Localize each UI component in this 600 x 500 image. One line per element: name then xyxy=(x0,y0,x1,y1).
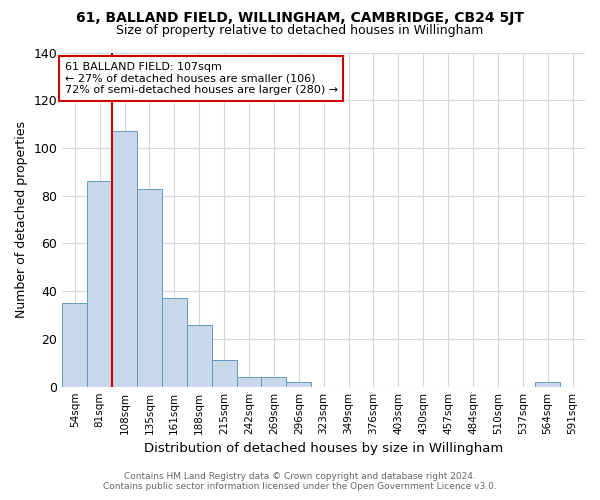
X-axis label: Distribution of detached houses by size in Willingham: Distribution of detached houses by size … xyxy=(144,442,503,455)
Text: Contains HM Land Registry data © Crown copyright and database right 2024.
Contai: Contains HM Land Registry data © Crown c… xyxy=(103,472,497,491)
Bar xyxy=(286,382,311,386)
Bar xyxy=(212,360,236,386)
Text: 61, BALLAND FIELD, WILLINGHAM, CAMBRIDGE, CB24 5JT: 61, BALLAND FIELD, WILLINGHAM, CAMBRIDGE… xyxy=(76,11,524,25)
Text: Size of property relative to detached houses in Willingham: Size of property relative to detached ho… xyxy=(116,24,484,37)
Y-axis label: Number of detached properties: Number of detached properties xyxy=(15,121,28,318)
Bar xyxy=(112,132,137,386)
Bar xyxy=(262,377,286,386)
Bar xyxy=(62,303,87,386)
Bar xyxy=(236,377,262,386)
Bar xyxy=(187,324,212,386)
Bar xyxy=(87,182,112,386)
Bar xyxy=(137,188,162,386)
Bar xyxy=(162,298,187,386)
Bar xyxy=(535,382,560,386)
Text: 61 BALLAND FIELD: 107sqm
← 27% of detached houses are smaller (106)
72% of semi-: 61 BALLAND FIELD: 107sqm ← 27% of detach… xyxy=(65,62,338,95)
